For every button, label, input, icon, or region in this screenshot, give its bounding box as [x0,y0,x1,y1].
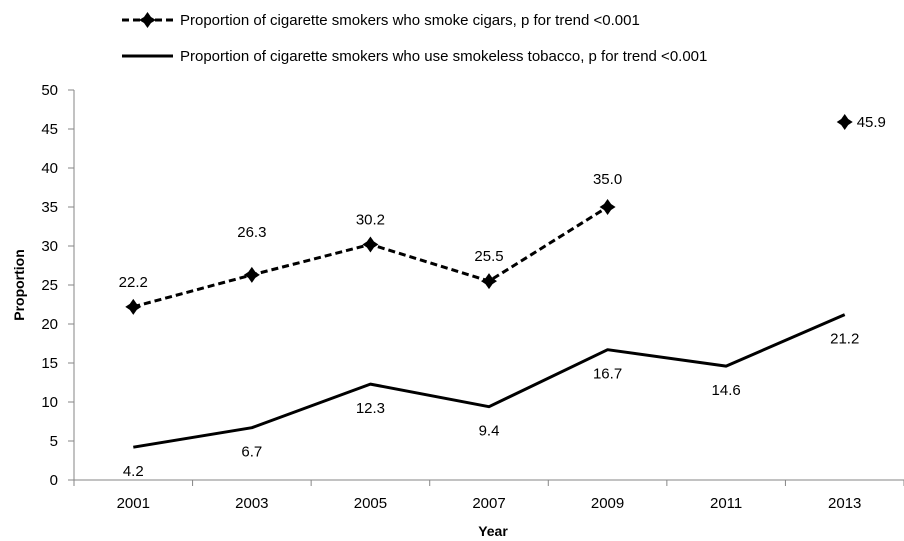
x-tick-label: 2005 [354,495,387,512]
data-label-smokeless: 9.4 [479,423,500,440]
legend-marker-cigars [139,12,156,28]
data-label-cigars: 30.2 [356,211,385,228]
plot-area: 22.2 26.3 30.2 25.5 35.0 45.9 4.2 6.7 12.3 9.4 16.… [119,113,886,480]
legend-label-cigars: Proportion of cigarette smokers who smok… [180,12,640,29]
data-label-cigars: 45.9 [857,114,886,131]
legend-entry-smokeless: Proportion of cigarette smokers who use … [122,48,707,65]
y-tick-label: 50 [41,82,58,99]
legend: Proportion of cigarette smokers who smok… [122,12,707,65]
y-axis-title: Proportion [11,249,27,321]
x-tick-label: 2009 [591,495,624,512]
data-point-cigars [362,236,379,253]
x-tick-label: 2007 [472,495,505,512]
y-tick-label: 5 [50,433,58,450]
data-label-cigars: 35.0 [593,171,622,188]
series-line-smokeless [133,313,846,449]
y-tick-label: 25 [41,277,58,294]
data-label-smokeless: 14.6 [712,382,741,399]
data-label-smokeless: 12.3 [356,400,385,417]
data-point-cigars [599,199,616,215]
data-label-smokeless: 6.7 [241,444,262,461]
data-point-cigars [836,113,853,130]
x-axis-title: Year [478,523,508,539]
data-label-cigars: 25.5 [474,248,503,265]
y-tick-label: 45 [41,121,58,138]
x-axis-ticks: 2001 2003 2005 2007 2009 2011 2013 [73,480,904,512]
x-tick-label: 2001 [117,495,150,512]
y-tick-label: 20 [41,316,58,333]
data-label-smokeless: 4.2 [123,463,144,480]
y-tick-label: 10 [41,394,58,411]
y-tick-label: 30 [41,238,58,255]
data-label-cigars: 22.2 [119,274,148,291]
data-label-smokeless: 21.2 [830,331,859,348]
y-tick-label: 15 [41,355,58,372]
x-tick-label: 2011 [710,495,742,512]
y-axis-ticks: 0 5 10 15 20 25 30 35 40 45 50 [41,82,74,489]
data-point-cigars [243,266,260,283]
data-label-smokeless: 16.7 [593,366,622,383]
legend-label-smokeless: Proportion of cigarette smokers who use … [180,48,707,65]
data-point-cigars [481,273,497,290]
x-tick-label: 2013 [828,495,861,512]
data-label-cigars: 26.3 [237,224,266,241]
y-tick-label: 35 [41,199,58,216]
y-tick-label: 40 [41,160,58,177]
legend-entry-cigars: Proportion of cigarette smokers who smok… [122,12,640,29]
data-point-cigars [125,298,142,315]
x-tick-label: 2003 [235,495,268,512]
y-tick-label: 0 [50,472,58,489]
